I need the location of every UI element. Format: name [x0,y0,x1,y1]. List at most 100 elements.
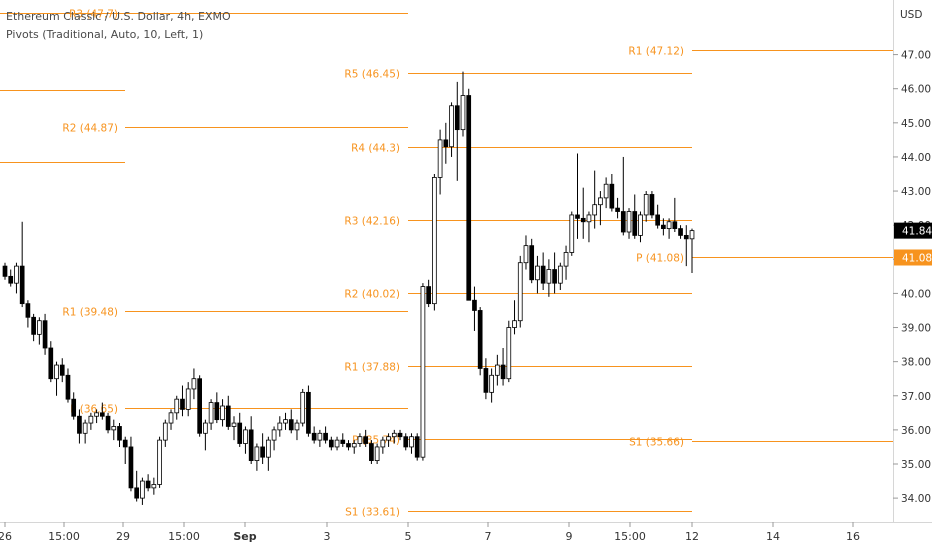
price-axis[interactable]: 34.0035.0036.0037.0038.0039.0040.0041.00… [893,50,931,506]
candle [563,245,569,280]
candle [191,368,197,400]
time-tick-label: 15:00 [168,530,200,543]
candle [254,443,260,471]
pivot-period [0,13,125,163]
candle [397,429,403,441]
candle [506,320,512,383]
pivot-period: R1 (47.12) P (41.08) S1 (35.66) [628,46,893,449]
candle [185,382,191,417]
time-tick-label: 7 [485,530,492,543]
candle-body-down [369,443,374,461]
candle-body-down [25,303,31,318]
candle-body-down [65,374,71,400]
pivot-level-label: R1 (39.48) [62,307,118,319]
candle [449,102,454,157]
currency-label: USD [900,9,922,21]
candle-body-down [346,443,351,448]
candle-body-up [386,436,391,441]
candle [409,433,414,454]
candle [54,361,59,396]
price-tick-label: 39.00 [901,323,931,335]
candle-body-down [2,265,8,277]
candle [277,416,283,437]
candle [128,436,134,492]
pivot-level-label: P (36.65) [70,404,118,416]
candle-body-up [317,432,323,441]
candle-body-down [529,245,535,281]
candle [403,433,409,451]
candle [145,474,151,492]
candle-body-up [220,405,225,421]
candle [168,409,174,430]
candle [495,354,500,386]
candle-body-down [180,398,185,410]
candle-body-up [185,388,191,410]
price-tick-label: 47.00 [901,50,931,62]
candle-body-down [403,436,409,448]
candle-body-up [334,439,340,448]
candle-body-up [546,269,552,284]
candle [117,423,122,447]
time-tick-label: 16 [846,530,860,543]
candle-body-up [283,419,288,424]
candle [306,385,311,437]
candle-body-up [82,422,88,434]
candle [82,419,88,444]
candle [260,433,265,464]
candle [65,368,71,403]
candle [351,440,357,454]
candle [666,218,672,239]
candle-body-down [466,95,472,301]
price-tick-label: 46.00 [901,84,931,96]
candle-body-up [523,245,529,264]
candle [134,470,140,502]
candle [77,409,82,444]
candle-body-down [678,228,683,236]
candle-body-up [380,439,386,448]
candle-body-up [191,378,197,390]
candle-body-down [105,415,111,431]
candle-body-down [454,105,460,131]
candle [369,440,374,464]
candle [225,395,231,430]
candle-body-up [517,262,523,322]
candle-body-up [449,105,454,148]
candle [220,399,225,427]
candle-body-up [638,214,643,236]
candle [208,399,214,430]
candle-body-down [323,432,328,441]
time-axis[interactable]: 26 15:00 29 15:00 Sep 3 5 7 9 15:00 12 14 16 [0,522,860,543]
candle-body-down [122,439,128,448]
candle-body-up [506,327,512,380]
candle [140,477,145,505]
candle-body-up [512,320,517,328]
price-tick-label: 38.00 [901,357,931,369]
candle-body-up [569,214,575,253]
price-tick-label: 37.00 [901,391,931,403]
candle [311,426,317,444]
candle-body-up [409,436,414,448]
candle-body-down [397,432,403,438]
time-tick-label: 15:00 [614,530,646,543]
current-pivot-badge-bg [894,249,932,266]
candle-body-up [203,422,208,434]
candle [569,211,575,256]
candle-body-down [311,432,317,441]
price-tick-label: 34.00 [901,493,931,505]
candle-body-up [37,320,42,335]
candle [203,419,208,451]
price-tick-label: 43.00 [901,186,931,198]
candles [2,71,695,505]
candle-body-up [254,446,260,461]
candle-body-down [683,235,689,240]
candle [151,477,157,495]
candle [483,358,489,400]
candle-body-up [277,422,283,431]
candle [380,436,386,454]
candle-body-down [42,320,48,349]
pivot-level-label: R3 (47.7) [69,9,118,21]
candle-body-up [592,204,598,216]
current-pivot-badge: 41.08 [894,249,932,266]
